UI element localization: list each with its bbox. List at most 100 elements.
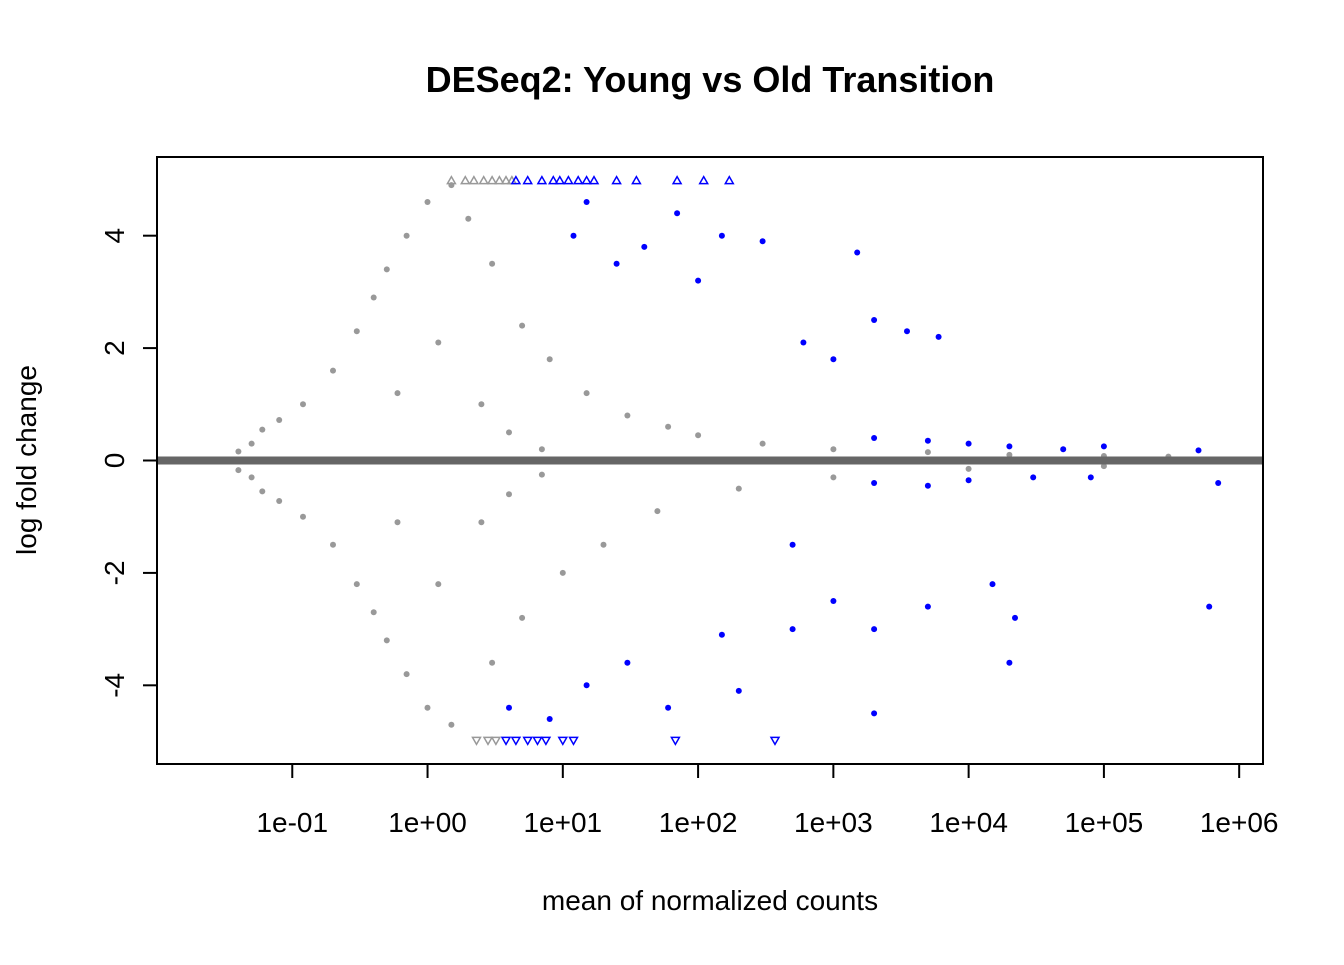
significant-gene-point [924, 437, 931, 444]
nonsignificant-gene-point [424, 704, 431, 711]
outlier-up-triangle [460, 175, 471, 185]
outlier-up-triangle [563, 175, 574, 185]
outlier-up-triangle [478, 175, 489, 185]
outlier-up-triangle [468, 175, 480, 185]
outlier-down-triangle [510, 736, 522, 746]
x-tick-label: 1e+04 [929, 807, 1008, 838]
nonsignificant-gene-point [735, 485, 742, 492]
nonsignificant-gene-point [695, 432, 702, 439]
nonsignificant-gene-point [759, 440, 766, 447]
significant-gene-point [830, 356, 837, 363]
outlier-up-triangle [724, 175, 735, 185]
significant-gene-point [924, 482, 931, 489]
significant-gene-point [1006, 443, 1013, 450]
significant-gene-point [613, 260, 620, 267]
nonsignificant-gene-point [478, 401, 485, 408]
nonsignificant-gene-point [276, 417, 283, 423]
nonsignificant-gene-point [259, 488, 266, 495]
outlier-down-triangle [522, 736, 533, 746]
nonsignificant-gene-point [235, 467, 242, 474]
outlier-down-triangle [500, 736, 512, 746]
nonsignificant-gene-point [489, 659, 496, 666]
nonsignificant-gene-point [924, 449, 931, 456]
significant-gene-point [871, 480, 878, 486]
significant-gene-point [789, 541, 796, 548]
nonsignificant-gene-point [583, 390, 590, 397]
nonsignificant-gene-point [248, 440, 255, 447]
x-tick-label: 1e+01 [523, 807, 602, 838]
significant-gene-point [624, 659, 631, 666]
nonsignificant-gene-point [353, 328, 360, 335]
nonsignificant-gene-point [235, 448, 242, 455]
significant-gene-point [718, 631, 725, 638]
points-layer [218, 175, 1222, 746]
outlier-up-triangle [611, 175, 622, 185]
y-axis: -4 -2 0 2 4 [99, 228, 158, 698]
nonsignificant-gene-point [830, 474, 837, 481]
outlier-down-triangle [540, 736, 552, 746]
outlier-up-triangle [572, 175, 584, 185]
outlier-down-triangle [557, 736, 569, 746]
nonsignificant-gene-point [600, 541, 607, 548]
significant-gene-point [1215, 480, 1222, 486]
nonsignificant-gene-point [330, 541, 336, 548]
significant-gene-point [1030, 474, 1037, 481]
nonsignificant-gene-point [506, 491, 512, 498]
outlier-up-triangle [510, 175, 522, 185]
y-axis-label: log fold change [11, 365, 42, 555]
outlier-up-triangle [486, 175, 498, 185]
nonsignificant-gene-point [276, 498, 283, 504]
nonsignificant-gene-point [538, 471, 545, 478]
nonsignificant-gene-point [370, 294, 377, 301]
nonsignificant-gene-point [424, 199, 431, 205]
x-tick-label: 1e+06 [1200, 807, 1279, 838]
x-tick-label: 1e+02 [659, 807, 738, 838]
outlier-up-triangle [522, 175, 533, 185]
x-tick-label: 1e+00 [388, 807, 467, 838]
nonsignificant-gene-point [465, 215, 472, 222]
outlier-up-triangle [500, 175, 512, 185]
significant-gene-point [871, 626, 878, 633]
nonsignificant-gene-point [248, 474, 255, 481]
nonsignificant-gene-point [965, 465, 972, 472]
x-axis-label: mean of normalized counts [542, 885, 878, 916]
nonsignificant-gene-point [435, 339, 442, 346]
significant-gene-point [871, 435, 878, 441]
nonsignificant-gene-point [300, 513, 306, 520]
significant-gene-point [674, 210, 681, 217]
significant-gene-point [904, 328, 910, 335]
nonsignificant-gene-point [654, 508, 661, 515]
significant-gene-point [583, 682, 590, 689]
nonsignificant-gene-point [403, 232, 410, 239]
nonsignificant-gene-point [300, 401, 306, 408]
significant-gene-point [759, 238, 766, 245]
nonsignificant-gene-point [448, 721, 455, 728]
nonsignificant-gene-point [394, 390, 401, 397]
outlier-down-triangle [670, 736, 681, 746]
outlier-down-triangle [490, 736, 502, 746]
significant-gene-point [830, 598, 837, 604]
significant-gene-point [1195, 447, 1202, 454]
significant-gene-point [924, 603, 931, 610]
nonsignificant-gene-point [383, 637, 390, 644]
outlier-up-triangle [588, 175, 600, 185]
nonsignificant-gene-point [519, 322, 526, 329]
nonsignificant-gene-point [383, 266, 390, 273]
nonsignificant-gene-point [403, 671, 410, 678]
significant-gene-point [695, 277, 702, 284]
y-tick-label: 4 [99, 228, 130, 244]
nonsignificant-gene-point [546, 356, 553, 363]
significant-gene-point [1012, 614, 1018, 621]
outlier-down-triangle [769, 736, 781, 746]
x-axis: 1e-01 1e+00 1e+01 1e+02 1e+03 1e+04 1e+05 1e+06 [256, 763, 1279, 838]
outlier-up-triangle [698, 175, 709, 185]
significant-gene-point [506, 704, 512, 711]
outlier-up-triangle [536, 175, 548, 185]
significant-gene-point [1206, 603, 1213, 610]
y-tick-label: 0 [99, 453, 130, 469]
significant-gene-point [1100, 443, 1107, 450]
outlier-up-triangle [671, 175, 683, 185]
outlier-up-triangle [631, 175, 642, 185]
significant-gene-point [789, 626, 796, 633]
significant-gene-point [1087, 474, 1094, 481]
